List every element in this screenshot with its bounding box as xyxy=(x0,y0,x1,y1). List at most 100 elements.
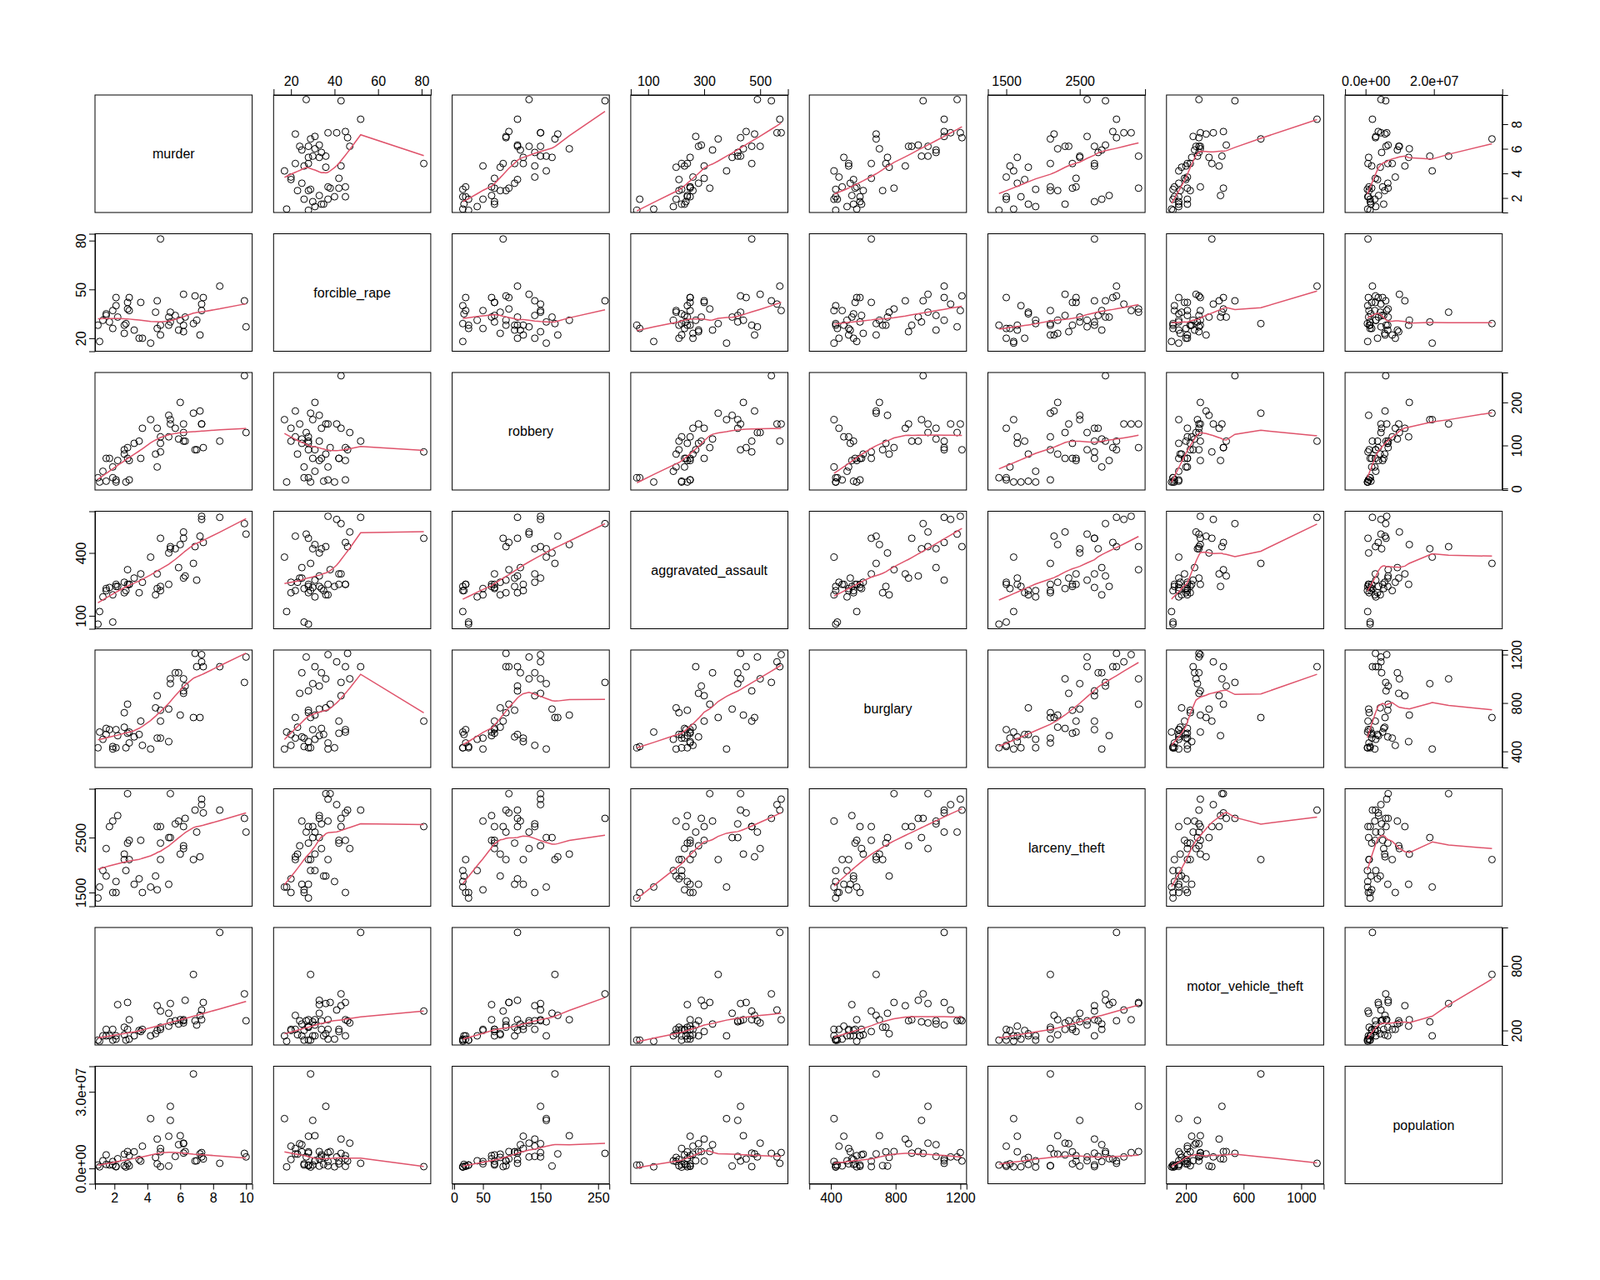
point xyxy=(139,335,146,342)
point xyxy=(175,564,182,571)
point xyxy=(768,679,775,686)
point xyxy=(1175,416,1182,424)
point xyxy=(1054,145,1061,153)
point xyxy=(1061,528,1069,535)
point xyxy=(995,620,1003,628)
plot-area xyxy=(1168,235,1321,347)
point xyxy=(95,620,102,628)
point xyxy=(1084,653,1091,660)
point xyxy=(1032,185,1040,193)
point xyxy=(830,554,838,561)
point xyxy=(325,463,332,470)
point xyxy=(420,535,428,542)
panel xyxy=(1166,650,1325,768)
point xyxy=(1135,305,1142,313)
point xyxy=(315,141,323,149)
point xyxy=(462,726,470,734)
point xyxy=(325,513,332,520)
point xyxy=(307,744,315,751)
point xyxy=(139,425,146,432)
point xyxy=(283,478,290,485)
point xyxy=(879,446,886,454)
point xyxy=(1195,323,1203,330)
point xyxy=(918,152,925,160)
point xyxy=(543,554,550,561)
point xyxy=(737,420,745,428)
point xyxy=(325,591,332,599)
point xyxy=(1218,152,1225,160)
point xyxy=(1313,437,1320,445)
point xyxy=(531,173,539,180)
point xyxy=(1176,450,1184,458)
point xyxy=(112,878,120,885)
point xyxy=(176,711,184,719)
point xyxy=(1105,457,1113,465)
smooth-line xyxy=(636,665,781,748)
point xyxy=(1127,420,1135,428)
variable-name: forcible_rape xyxy=(313,285,391,301)
point xyxy=(1069,321,1076,329)
point xyxy=(1191,669,1199,676)
smooth-line xyxy=(284,674,424,740)
point xyxy=(1084,530,1091,538)
panel-frame xyxy=(452,372,610,490)
point xyxy=(1090,535,1098,542)
point xyxy=(908,321,915,329)
point xyxy=(748,448,755,455)
panel-frame xyxy=(273,511,431,630)
point xyxy=(1175,726,1182,734)
point xyxy=(474,203,481,210)
point xyxy=(1170,744,1177,751)
point xyxy=(1369,282,1376,290)
point xyxy=(1046,160,1054,167)
point xyxy=(1371,745,1379,753)
point xyxy=(1014,321,1021,329)
point xyxy=(102,312,110,320)
point xyxy=(459,320,466,327)
point xyxy=(193,446,200,454)
point xyxy=(296,690,304,697)
point xyxy=(1046,560,1054,567)
smooth-line xyxy=(98,518,247,603)
point xyxy=(342,809,350,816)
point xyxy=(947,420,955,428)
point xyxy=(190,714,197,721)
panel-frame xyxy=(1345,372,1503,490)
point xyxy=(1210,420,1217,428)
point xyxy=(1061,143,1069,150)
point xyxy=(954,95,961,103)
point xyxy=(157,235,165,243)
point xyxy=(525,290,533,298)
point xyxy=(1391,741,1399,749)
point xyxy=(956,513,964,520)
point xyxy=(1371,591,1379,599)
plot-area xyxy=(459,650,609,753)
smooth-line xyxy=(1171,119,1318,204)
plot-area xyxy=(1364,513,1496,628)
point xyxy=(96,478,104,485)
point xyxy=(420,448,428,455)
point xyxy=(305,840,312,847)
point xyxy=(1017,478,1025,485)
point xyxy=(198,651,205,659)
point xyxy=(633,744,640,751)
point xyxy=(346,845,354,852)
point xyxy=(357,437,365,445)
point xyxy=(543,167,550,175)
point xyxy=(925,420,932,428)
panel xyxy=(95,234,253,352)
point xyxy=(531,669,539,676)
point xyxy=(1375,192,1382,200)
point xyxy=(1381,450,1389,458)
point xyxy=(1184,433,1191,440)
point xyxy=(872,560,880,567)
point xyxy=(940,115,948,123)
point xyxy=(958,543,965,550)
point xyxy=(139,741,146,749)
point xyxy=(1050,714,1058,721)
point xyxy=(777,420,785,428)
point xyxy=(692,663,700,670)
point xyxy=(165,411,172,419)
point xyxy=(139,889,146,896)
point xyxy=(500,235,507,243)
